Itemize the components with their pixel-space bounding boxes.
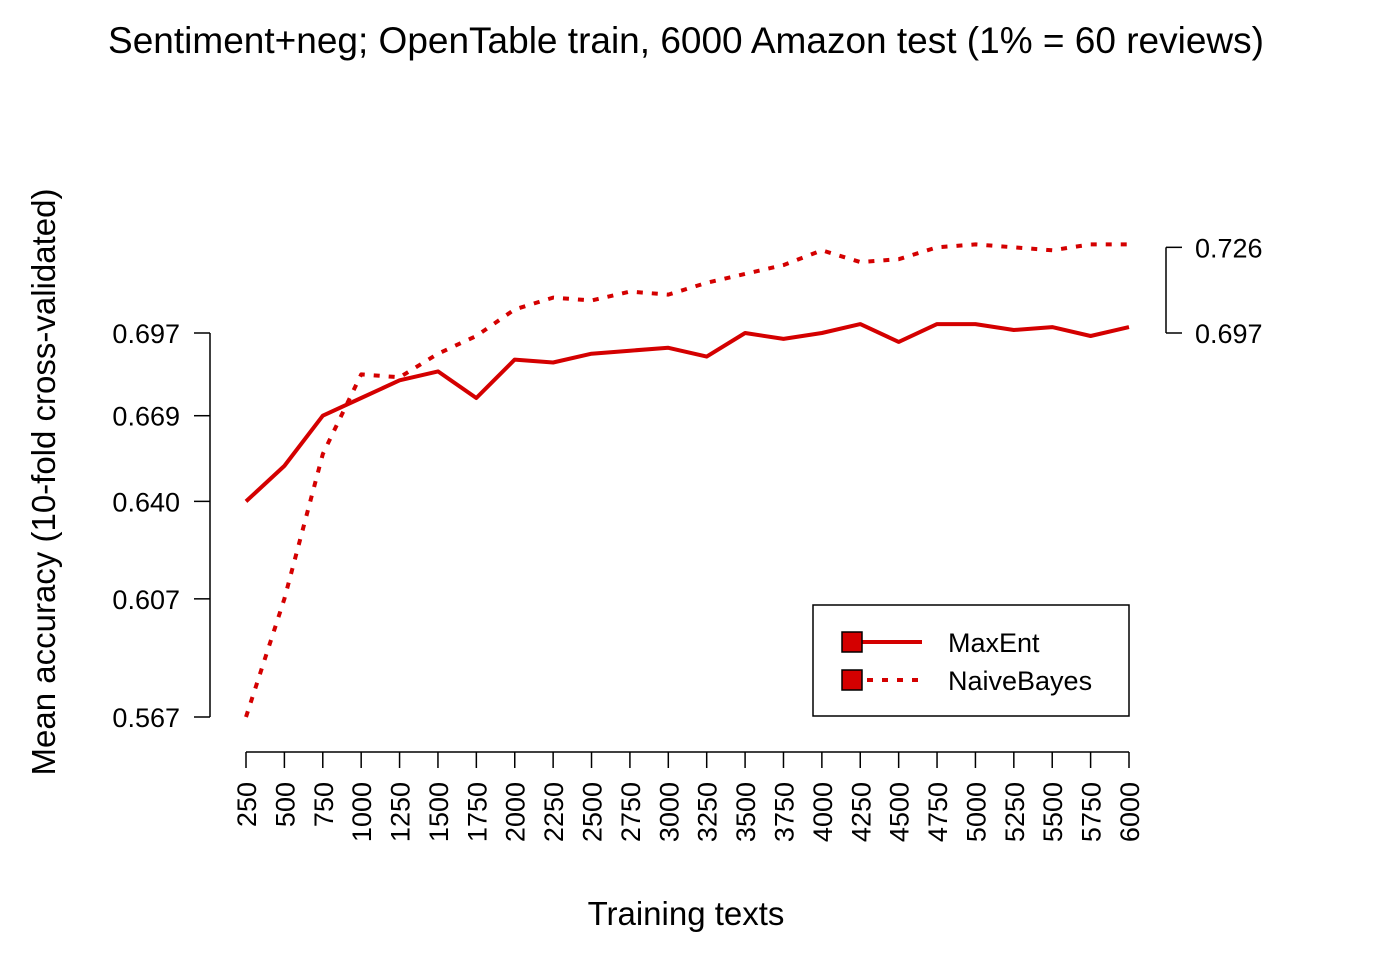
x-tick-label: 2000 [501, 782, 531, 842]
right-bracket: 0.726 0.697 [1165, 233, 1263, 349]
legend: MaxEnt NaiveBayes [812, 604, 1130, 717]
legend-label-naivebayes: NaiveBayes [948, 666, 1092, 696]
y-tick-label: 0.697 [112, 319, 180, 349]
x-tick-label: 3500 [731, 782, 761, 842]
x-tick-label: 4250 [846, 782, 876, 842]
series-lines [244, 242, 1130, 718]
x-tick-label: 250 [232, 782, 262, 827]
x-tick-label: 3250 [693, 782, 723, 842]
x-tick-label: 3000 [654, 782, 684, 842]
x-tick-label: 2500 [578, 782, 608, 842]
x-tick-label: 2750 [616, 782, 646, 842]
x-tick-label: 1250 [386, 782, 416, 842]
chart-title: Sentiment+neg; OpenTable train, 6000 Ama… [108, 20, 1264, 61]
y-tick-label: 0.567 [112, 703, 180, 733]
x-tick-label: 5500 [1038, 782, 1068, 842]
x-tick-label: 4500 [885, 782, 915, 842]
y-tick-label: 0.669 [112, 402, 180, 432]
legend-swatch-maxent [841, 631, 863, 653]
x-tick-label: 500 [270, 782, 300, 827]
bracket-label-top: 0.726 [1195, 233, 1263, 263]
x-tick-label: 750 [309, 782, 339, 827]
legend-swatch-naivebayes [841, 669, 863, 691]
series-line-maxent [244, 322, 1130, 503]
x-axis-label: Training texts [588, 895, 785, 932]
legend-label-maxent: MaxEnt [948, 628, 1040, 658]
series-line-naivebayes [244, 242, 1129, 718]
y-axis: 0.567 0.607 0.640 0.669 0.697 [112, 319, 211, 733]
x-tick-label: 3750 [769, 782, 799, 842]
x-tick-label: 6000 [1115, 782, 1145, 842]
y-tick-label: 0.640 [112, 487, 180, 517]
x-tick-label: 1000 [347, 782, 377, 842]
x-tick-label: 1750 [462, 782, 492, 842]
legend-box [812, 604, 1130, 717]
x-tick-label: 4750 [923, 782, 953, 842]
y-axis-label: Mean accuracy (10-fold cross-validated) [25, 189, 62, 776]
x-tick-label: 4000 [808, 782, 838, 842]
bracket-label-bottom: 0.697 [1195, 319, 1263, 349]
x-tick-label: 5250 [1000, 782, 1030, 842]
x-axis: 250 500 750 1000 1250 1500 1750 2000 2250 2500 275… [232, 751, 1145, 842]
x-tick-label: 1500 [424, 782, 454, 842]
x-tick-label: 5750 [1077, 782, 1107, 842]
x-tick-label: 2250 [539, 782, 569, 842]
y-tick-label: 0.607 [112, 585, 180, 615]
x-tick-label: 5000 [961, 782, 991, 842]
